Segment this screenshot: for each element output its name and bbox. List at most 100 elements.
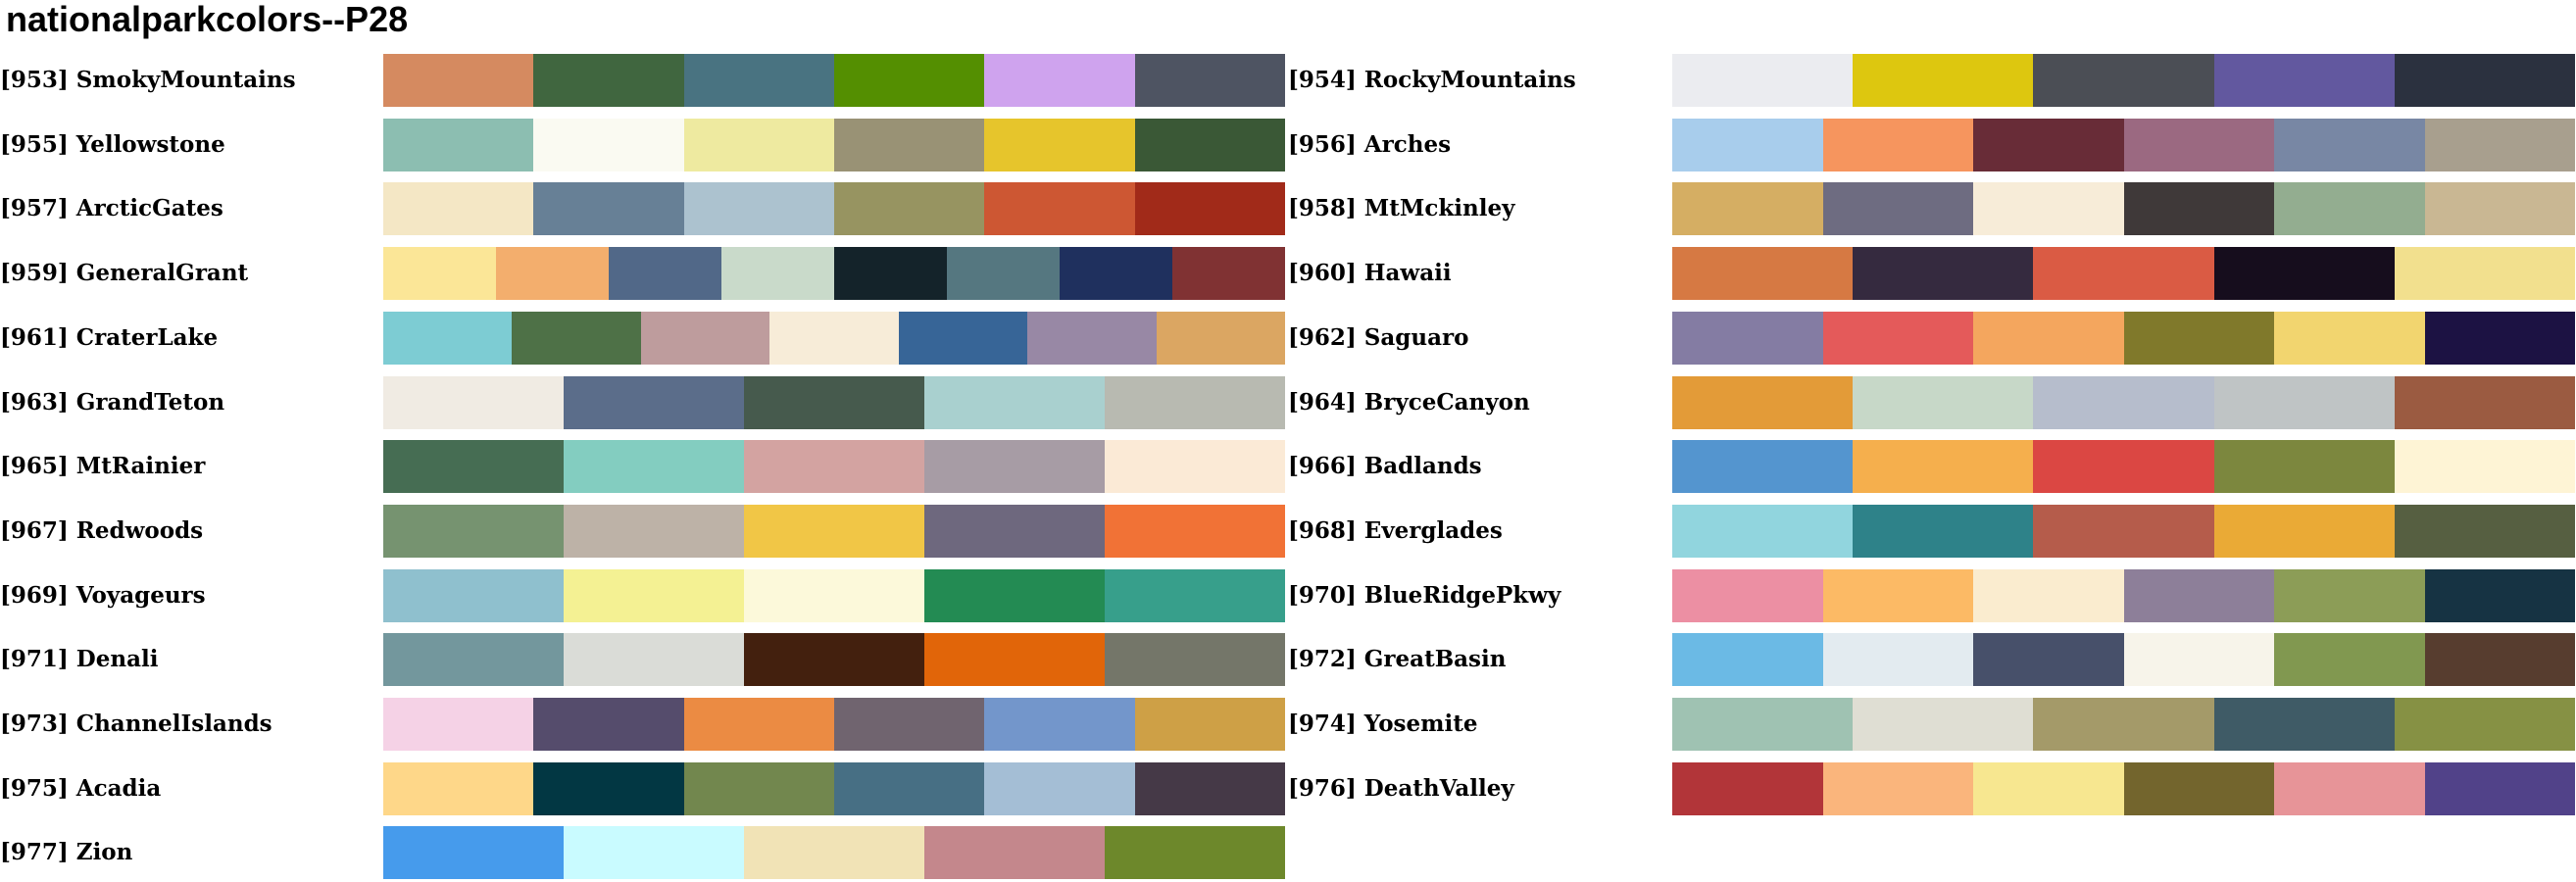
palette-swatch-strip xyxy=(1672,247,2576,301)
color-swatch xyxy=(1060,247,1172,301)
color-swatch xyxy=(383,182,534,236)
color-swatch xyxy=(2394,247,2576,301)
color-swatch xyxy=(2274,118,2425,172)
color-swatch xyxy=(984,118,1135,172)
palette-label: [976] DeathValley xyxy=(1288,774,1514,802)
color-swatch xyxy=(2033,698,2214,751)
color-swatch xyxy=(1672,633,1823,687)
palette-label: [962] Saguaro xyxy=(1288,323,1469,351)
color-swatch xyxy=(533,182,684,236)
palette-label: [961] CraterLake xyxy=(0,323,219,351)
color-swatch xyxy=(833,118,985,172)
color-swatch xyxy=(2274,182,2425,236)
color-swatch xyxy=(2033,440,2214,494)
color-swatch xyxy=(721,247,834,301)
color-swatch xyxy=(1027,311,1157,365)
color-swatch xyxy=(564,568,744,622)
color-swatch xyxy=(744,375,924,429)
palette-label: [954] RockyMountains xyxy=(1288,67,1576,93)
color-swatch xyxy=(924,568,1105,622)
color-swatch xyxy=(383,698,534,751)
color-swatch xyxy=(2394,440,2576,494)
color-swatch xyxy=(1105,440,1285,494)
color-swatch xyxy=(924,375,1105,429)
palette-swatch-strip xyxy=(1672,54,2576,107)
color-swatch xyxy=(1134,182,1285,236)
color-swatch xyxy=(1134,118,1285,172)
color-swatch xyxy=(1672,247,1854,301)
color-swatch xyxy=(564,504,744,558)
palette-label: [953] SmokyMountains xyxy=(0,67,296,93)
palette-swatch-strip xyxy=(1672,118,2575,172)
color-swatch xyxy=(1105,826,1285,880)
color-swatch xyxy=(744,633,924,687)
palette-label: [964] BryceCanyon xyxy=(1288,388,1530,416)
color-swatch xyxy=(1822,761,1973,815)
color-swatch xyxy=(2274,761,2425,815)
color-swatch xyxy=(2033,247,2214,301)
color-swatch xyxy=(1853,247,2034,301)
color-swatch xyxy=(2424,568,2575,622)
color-swatch xyxy=(2033,504,2214,558)
color-swatch xyxy=(833,54,985,107)
palette-swatch-strip xyxy=(1672,182,2575,236)
color-swatch xyxy=(1672,311,1823,365)
color-swatch xyxy=(1973,568,2124,622)
palette-label: [957] ArcticGates xyxy=(0,195,223,222)
color-swatch xyxy=(1822,182,1973,236)
color-swatch xyxy=(383,761,534,815)
color-swatch xyxy=(1134,698,1285,751)
color-swatch xyxy=(1672,375,1854,429)
color-swatch xyxy=(683,54,834,107)
palette-swatch-strip xyxy=(383,568,1285,622)
color-swatch xyxy=(640,311,770,365)
color-swatch xyxy=(2424,182,2575,236)
color-swatch xyxy=(383,826,564,880)
color-swatch xyxy=(2394,54,2576,107)
color-swatch xyxy=(2213,54,2395,107)
palette-label: [973] ChannelIslands xyxy=(0,710,272,737)
color-swatch xyxy=(1672,54,1854,107)
palette-swatch-strip xyxy=(383,761,1285,815)
color-swatch xyxy=(924,504,1105,558)
palette-label: [977] Zion xyxy=(0,839,133,866)
color-swatch xyxy=(1853,375,2034,429)
color-swatch xyxy=(564,440,744,494)
color-swatch xyxy=(383,568,564,622)
color-swatch xyxy=(1672,698,1854,751)
color-swatch xyxy=(2274,633,2425,687)
color-swatch xyxy=(1672,440,1854,494)
color-swatch xyxy=(1973,311,2124,365)
color-swatch xyxy=(2033,375,2214,429)
palette-swatch-strip xyxy=(383,247,1285,301)
color-swatch xyxy=(2213,247,2395,301)
color-swatch xyxy=(984,182,1135,236)
color-swatch xyxy=(1156,311,1285,365)
palette-label: [968] Everglades xyxy=(1288,516,1503,544)
palette-label: [970] BlueRidgePkwy xyxy=(1288,581,1561,609)
color-swatch xyxy=(833,698,985,751)
color-swatch xyxy=(984,698,1135,751)
palette-label: [974] Yosemite xyxy=(1288,710,1478,737)
color-swatch xyxy=(533,54,684,107)
palette-swatch-strip xyxy=(1672,633,2575,687)
palette-label: [960] Hawaii xyxy=(1288,260,1452,287)
color-swatch xyxy=(1822,118,1973,172)
color-swatch xyxy=(924,440,1105,494)
palette-label: [959] GeneralGrant xyxy=(0,260,249,287)
color-swatch xyxy=(1973,761,2124,815)
palette-swatch-strip xyxy=(1672,375,2576,429)
color-swatch xyxy=(1822,311,1973,365)
color-swatch xyxy=(1973,633,2124,687)
color-swatch xyxy=(769,311,899,365)
color-swatch xyxy=(1672,118,1823,172)
color-swatch xyxy=(2213,698,2395,751)
color-swatch xyxy=(2424,118,2575,172)
color-swatch xyxy=(383,54,534,107)
color-swatch xyxy=(564,375,744,429)
palette-swatch-strip xyxy=(383,118,1285,172)
color-swatch xyxy=(383,118,534,172)
color-swatch xyxy=(744,440,924,494)
color-swatch xyxy=(1853,698,2034,751)
color-swatch xyxy=(924,826,1105,880)
